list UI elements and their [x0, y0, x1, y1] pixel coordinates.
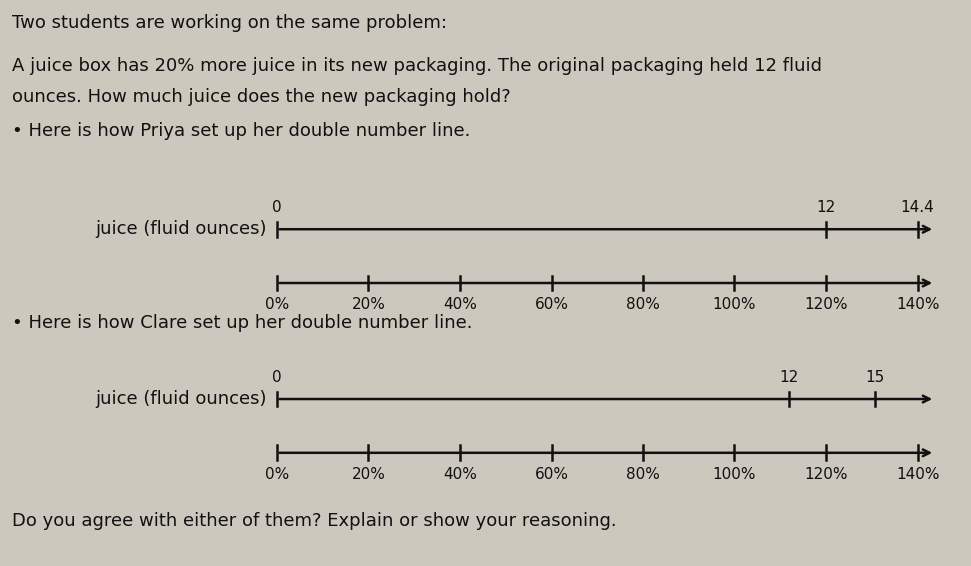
- Text: 120%: 120%: [804, 297, 848, 312]
- Text: 60%: 60%: [535, 467, 569, 482]
- Text: 40%: 40%: [443, 467, 477, 482]
- Text: 0%: 0%: [265, 297, 288, 312]
- Text: juice (fluid ounces): juice (fluid ounces): [95, 390, 267, 408]
- Text: • Here is how Priya set up her double number line.: • Here is how Priya set up her double nu…: [12, 122, 470, 140]
- Text: Do you agree with either of them? Explain or show your reasoning.: Do you agree with either of them? Explai…: [12, 512, 617, 530]
- Text: 140%: 140%: [896, 297, 939, 312]
- Text: 14.4: 14.4: [901, 200, 934, 215]
- Text: • Here is how Clare set up her double number line.: • Here is how Clare set up her double nu…: [12, 314, 472, 332]
- Text: 12: 12: [780, 370, 799, 385]
- Text: 140%: 140%: [896, 467, 939, 482]
- Text: 0%: 0%: [265, 467, 288, 482]
- Text: Two students are working on the same problem:: Two students are working on the same pro…: [12, 14, 447, 32]
- Text: 0: 0: [272, 370, 282, 385]
- Text: 20%: 20%: [352, 297, 385, 312]
- Text: 0: 0: [272, 200, 282, 215]
- Text: 80%: 80%: [625, 467, 659, 482]
- Text: 60%: 60%: [535, 297, 569, 312]
- Text: 100%: 100%: [713, 467, 756, 482]
- Text: 15: 15: [865, 370, 885, 385]
- Text: 80%: 80%: [625, 297, 659, 312]
- Text: A juice box has 20% more juice in its new packaging. The original packaging held: A juice box has 20% more juice in its ne…: [12, 57, 821, 75]
- Text: 40%: 40%: [443, 297, 477, 312]
- Text: 20%: 20%: [352, 467, 385, 482]
- Text: 12: 12: [817, 200, 836, 215]
- Text: ounces. How much juice does the new packaging hold?: ounces. How much juice does the new pack…: [12, 88, 511, 106]
- Text: 120%: 120%: [804, 467, 848, 482]
- Text: 100%: 100%: [713, 297, 756, 312]
- Text: juice (fluid ounces): juice (fluid ounces): [95, 220, 267, 238]
